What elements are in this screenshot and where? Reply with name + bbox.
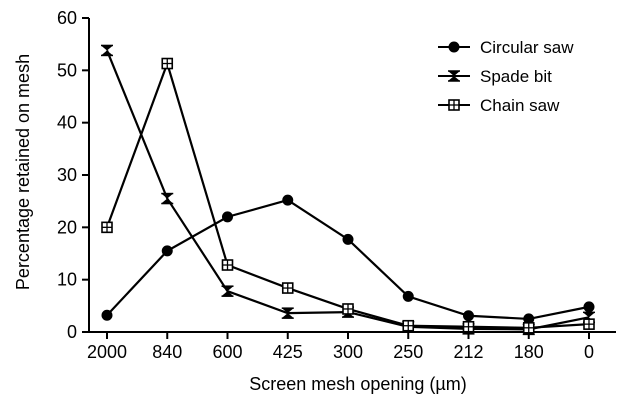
legend-item: Circular saw (438, 38, 574, 57)
data-point (464, 311, 474, 321)
legend-item: Spade bit (438, 67, 552, 86)
x-axis-title: Screen mesh opening (µm) (249, 374, 466, 394)
y-tick-label: 50 (57, 60, 77, 80)
y-tick-label: 10 (57, 270, 77, 290)
data-point (584, 319, 594, 329)
series-line (107, 50, 589, 329)
x-tick-label: 180 (514, 342, 544, 362)
x-tick-label: 600 (212, 342, 242, 362)
data-point (403, 291, 413, 301)
data-point (343, 304, 353, 314)
x-tick-label: 2000 (87, 342, 127, 362)
legend-label: Circular saw (480, 38, 574, 57)
y-tick-label: 30 (57, 165, 77, 185)
x-tick-label: 0 (584, 342, 594, 362)
y-tick-label: 40 (57, 113, 77, 133)
x-tick-label: 250 (393, 342, 423, 362)
y-axis-title: Percentage retained on mesh (13, 54, 33, 290)
data-point (343, 234, 353, 244)
legend-marker (449, 42, 459, 52)
data-point (223, 260, 233, 270)
data-point (101, 45, 113, 55)
x-tick-label: 212 (453, 342, 483, 362)
data-point (222, 286, 234, 296)
data-point (223, 212, 233, 222)
legend-item: Chain saw (438, 96, 560, 115)
data-point (524, 323, 534, 333)
y-ticks: 0 10 20 30 40 50 60 (57, 8, 89, 342)
data-point (403, 321, 413, 331)
data-point (162, 246, 172, 256)
data-point (161, 194, 173, 204)
y-tick-label: 20 (57, 217, 77, 237)
y-tick-label: 0 (67, 322, 77, 342)
data-point (162, 59, 172, 69)
x-tick-label: 840 (152, 342, 182, 362)
y-tick-label: 60 (57, 8, 77, 28)
data-point (584, 302, 594, 312)
data-point (283, 195, 293, 205)
legend-label: Spade bit (480, 67, 552, 86)
data-point (102, 310, 112, 320)
legend-marker (449, 100, 459, 110)
legend: Circular saw Spade bit Chain saw (438, 38, 574, 115)
legend-label: Chain saw (480, 96, 560, 115)
x-tick-label: 425 (273, 342, 303, 362)
series-group (101, 45, 595, 334)
x-tick-label: 300 (333, 342, 363, 362)
data-point (464, 322, 474, 332)
data-point (283, 283, 293, 293)
x-ticks: 2000 840 600 425 300 250 212 180 0 (87, 332, 594, 362)
data-point (102, 222, 112, 232)
